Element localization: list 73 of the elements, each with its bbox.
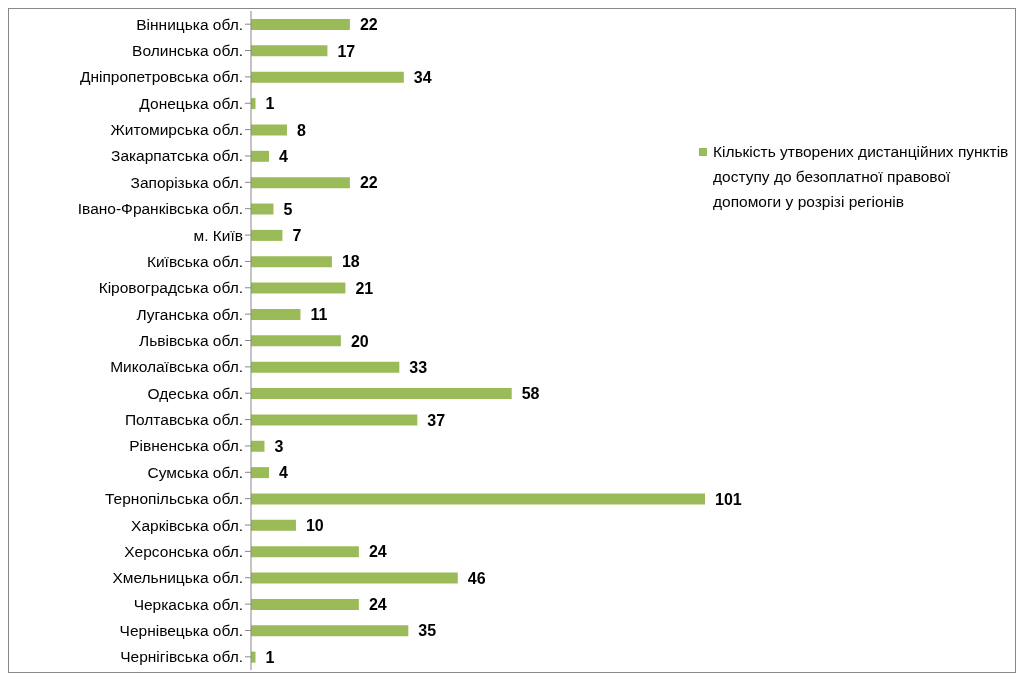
y-tick-label: Івано-Франківська обл. (77, 200, 243, 218)
y-tick-label: Харківська обл. (131, 516, 243, 534)
data-label: 4 (278, 464, 288, 482)
bar (251, 388, 512, 400)
y-tick-label: Херсонська обл. (124, 542, 243, 560)
bar (251, 467, 269, 479)
data-label: 20 (350, 332, 369, 350)
data-label: 24 (368, 543, 387, 561)
bar (251, 335, 341, 347)
data-label: 8 (296, 121, 306, 139)
data-label: 35 (418, 622, 437, 640)
y-tick-label: Полтавська обл. (124, 411, 243, 429)
y-tick-label: Чернівецька обл. (119, 621, 243, 639)
bar (251, 546, 359, 558)
bar (251, 150, 269, 162)
y-tick-label: Дніпропетровська обл. (79, 68, 243, 86)
bar (251, 45, 328, 57)
data-label: 101 (715, 490, 742, 508)
data-label: 4 (278, 147, 288, 165)
y-tick-label: Львівська обл. (138, 332, 243, 349)
y-tick-label: Житомирська обл. (110, 121, 243, 139)
bar (251, 493, 705, 505)
y-tick-label: Черкаська обл. (133, 595, 243, 613)
data-label: 1 (265, 95, 275, 113)
y-tick-label: Запорізька обл. (130, 173, 243, 191)
bar (251, 361, 400, 373)
bar (251, 71, 404, 83)
data-label: 17 (337, 42, 356, 60)
bar (251, 19, 350, 30)
y-tick-label: м. Київ (193, 226, 243, 244)
data-label: 58 (521, 385, 540, 403)
y-tick-label: Кіровоградська обл. (98, 279, 243, 297)
data-label: 24 (368, 596, 387, 614)
data-label: 34 (413, 68, 432, 86)
data-label: 21 (355, 279, 374, 297)
bar (251, 124, 287, 136)
bar (251, 519, 296, 531)
data-label: 46 (467, 569, 486, 587)
bar (251, 256, 332, 268)
y-tick-label: Хмельницька обл. (112, 569, 243, 587)
y-tick-label: Київська обл. (146, 252, 243, 270)
y-tick-label: Закарпатська обл. (111, 147, 243, 165)
data-label: 10 (305, 517, 324, 535)
data-label: 22 (359, 16, 378, 34)
y-tick-label: Луганська обл. (136, 305, 243, 323)
y-tick-label: Тернопільська обл. (104, 490, 243, 508)
bar (251, 203, 274, 215)
data-label: 33 (409, 358, 428, 376)
data-label: 1 (265, 648, 275, 666)
data-label: 37 (427, 411, 446, 429)
legend-label: Кількість утворених дистанційних пунктів доступу до безоплатної правової допомоги у розрізі регіонів (713, 142, 1009, 212)
y-tick-label: Донецька обл. (139, 94, 243, 112)
data-label: 7 (292, 227, 302, 245)
bar (251, 414, 418, 426)
data-label: 11 (310, 306, 328, 324)
y-tick-label: Вінницька обл. (136, 15, 243, 33)
bar (251, 598, 359, 610)
bar (251, 572, 458, 584)
y-tick-label: Чернігівська обл. (120, 648, 243, 666)
y-tick-label: Волинська обл. (132, 42, 243, 60)
bar (251, 282, 346, 294)
bar (251, 229, 283, 241)
bar (251, 308, 301, 320)
data-label: 22 (359, 174, 378, 192)
y-tick-label: Одеська обл. (147, 384, 243, 402)
bar (251, 177, 350, 189)
data-label: 5 (283, 200, 293, 218)
data-label: 18 (341, 253, 360, 271)
y-tick-label: Сумська обл. (147, 463, 243, 481)
data-label: 3 (274, 437, 284, 455)
bar (251, 625, 409, 637)
y-tick-label: Рівненська обл. (129, 437, 243, 455)
y-tick-label: Миколаївська обл. (110, 358, 243, 376)
